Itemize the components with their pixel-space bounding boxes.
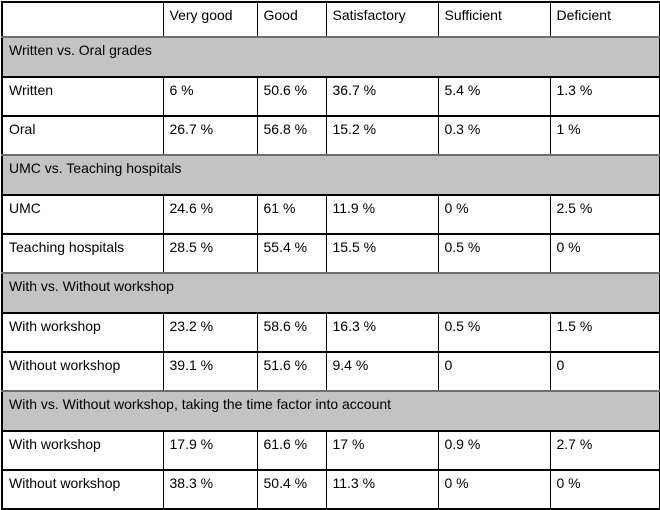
table-header-row: Very good Good Satisfactory Sufficient D…	[2, 2, 660, 37]
cell-value: 1 %	[549, 115, 660, 155]
cell-value: 6 %	[162, 76, 257, 116]
section-row-umc-vs-teaching: UMC vs. Teaching hospitals	[2, 154, 660, 195]
cell-value: 23.2 %	[162, 312, 257, 352]
section-title: Written vs. Oral grades	[2, 36, 660, 77]
column-header-blank	[2, 2, 163, 37]
cell-value: 0 %	[549, 469, 660, 509]
cell-value: 0.3 %	[437, 115, 550, 155]
row-label: With workshop	[2, 312, 163, 352]
section-row-time-factor: With vs. Without workshop, taking the ti…	[2, 390, 660, 431]
row-label: Teaching hospitals	[2, 233, 163, 273]
row-label: Without workshop	[2, 469, 163, 509]
section-title: UMC vs. Teaching hospitals	[2, 154, 660, 195]
table-row-with-workshop: With workshop 23.2 % 58.6 % 16.3 % 0.5 %…	[2, 312, 660, 352]
cell-value: 36.7 %	[325, 76, 438, 116]
section-title: With vs. Without workshop	[2, 272, 660, 313]
cell-value: 0 %	[437, 194, 550, 234]
cell-value: 0.9 %	[437, 430, 550, 470]
cell-value: 16.3 %	[325, 312, 438, 352]
column-header-sufficient: Sufficient	[437, 2, 550, 37]
cell-value: 1.5 %	[549, 312, 660, 352]
cell-value: 11.9 %	[325, 194, 438, 234]
cell-value: 2.5 %	[549, 194, 660, 234]
cell-value: 0 %	[549, 233, 660, 273]
section-row-written-vs-oral: Written vs. Oral grades	[2, 36, 660, 77]
cell-value: 17.9 %	[162, 430, 257, 470]
cell-value: 15.5 %	[325, 233, 438, 273]
cell-value: 15.2 %	[325, 115, 438, 155]
cell-value: 2.7 %	[549, 430, 660, 470]
cell-value: 61 %	[256, 194, 326, 234]
cell-value: 28.5 %	[162, 233, 257, 273]
cell-value: 55.4 %	[256, 233, 326, 273]
table-row-oral: Oral 26.7 % 56.8 % 15.2 % 0.3 % 1 %	[2, 115, 660, 155]
row-label: UMC	[2, 194, 163, 234]
table-row-without-workshop: Without workshop 39.1 % 51.6 % 9.4 % 0 0	[2, 351, 660, 391]
cell-value: 61.6 %	[256, 430, 326, 470]
cell-value: 1.3 %	[549, 76, 660, 116]
table-row-with-workshop-time: With workshop 17.9 % 61.6 % 17 % 0.9 % 2…	[2, 430, 660, 470]
cell-value: 11.3 %	[325, 469, 438, 509]
column-header-very-good: Very good	[162, 2, 257, 37]
table-row-without-workshop-time: Without workshop 38.3 % 50.4 % 11.3 % 0 …	[2, 469, 660, 509]
cell-value: 5.4 %	[437, 76, 550, 116]
cell-value: 26.7 %	[162, 115, 257, 155]
cell-value: 0.5 %	[437, 233, 550, 273]
cell-value: 50.4 %	[256, 469, 326, 509]
cell-value: 0 %	[437, 469, 550, 509]
row-label: Written	[2, 76, 163, 116]
table-row-teaching-hospitals: Teaching hospitals 28.5 % 55.4 % 15.5 % …	[2, 233, 660, 273]
column-header-good: Good	[256, 2, 326, 37]
section-title: With vs. Without workshop, taking the ti…	[2, 390, 660, 431]
cell-value: 0.5 %	[437, 312, 550, 352]
table-row-written: Written 6 % 50.6 % 36.7 % 5.4 % 1.3 %	[2, 76, 660, 116]
cell-value: 50.6 %	[256, 76, 326, 116]
cell-value: 38.3 %	[162, 469, 257, 509]
cell-value: 24.6 %	[162, 194, 257, 234]
cell-value: 0	[549, 351, 660, 391]
row-label: With workshop	[2, 430, 163, 470]
cell-value: 58.6 %	[256, 312, 326, 352]
row-label: Without workshop	[2, 351, 163, 391]
cell-value: 9.4 %	[325, 351, 438, 391]
cell-value: 17 %	[325, 430, 438, 470]
column-header-deficient: Deficient	[549, 2, 660, 37]
row-label: Oral	[2, 115, 163, 155]
cell-value: 0	[437, 351, 550, 391]
cell-value: 39.1 %	[162, 351, 257, 391]
cell-value: 56.8 %	[256, 115, 326, 155]
table-row-umc: UMC 24.6 % 61 % 11.9 % 0 % 2.5 %	[2, 194, 660, 234]
section-row-with-vs-without: With vs. Without workshop	[2, 272, 660, 313]
cell-value: 51.6 %	[256, 351, 326, 391]
column-header-satisfactory: Satisfactory	[325, 2, 438, 37]
